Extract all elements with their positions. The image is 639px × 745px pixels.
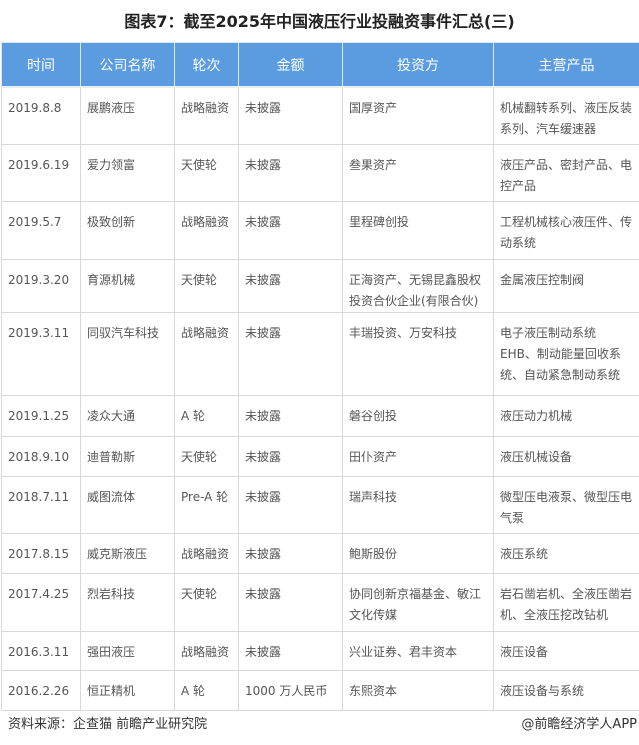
table-cell: 未披露 (238, 435, 343, 477)
table-cell: 2016.3.11 (1, 630, 81, 671)
table-cell: 未披露 (238, 532, 343, 574)
table-cell: 2016.2.26 (1, 669, 81, 711)
table-row: 2019.3.20 育源机械 天使轮 未披露 正海资产、无锡昆鑫股权投资合伙企业(有限合… (1, 258, 639, 313)
table-cell: 战略融资 (174, 311, 239, 396)
table-cell: 天使轮 (174, 572, 239, 632)
table-cell: 未披露 (238, 394, 343, 437)
table-cell: 2019.3.20 (1, 258, 81, 313)
table-cell: 战略融资 (174, 532, 239, 574)
table-cell: 工程机械核心液压件、传动系统 (493, 200, 639, 260)
table-cell: 2017.4.25 (1, 572, 81, 632)
table-cell: A 轮 (174, 394, 239, 437)
table-cell: 2017.8.15 (1, 532, 81, 574)
table-cell: 磐谷创投 (342, 394, 494, 437)
table-cell: 迪普勒斯 (80, 435, 175, 477)
table-row: 2019.8.8 展鹏液压 战略融资 未披露 国厚资产 机械翻转系列、液压反装系列、汽车缓… (1, 86, 639, 145)
column-header: 投资方 (342, 42, 494, 88)
financing-table: 时间 公司名称 轮次 金额 投资方 主营产品 2019.8.8 展鹏液压 战略融资 未披露 国厚资… (1, 42, 639, 711)
table-cell: 国厚资产 (342, 86, 494, 145)
table-cell: A 轮 (174, 669, 239, 711)
table-row: 2016.3.11 强田液压 战略融资 未披露 兴业证券、君丰资本 液压设备 (1, 630, 639, 671)
table-cell: 鲍斯股份 (342, 532, 494, 574)
table-cell: 威克斯液压 (80, 532, 175, 574)
column-header: 公司名称 (80, 42, 175, 88)
table-cell: 强田液压 (80, 630, 175, 671)
table-cell: 瑞声科技 (342, 475, 494, 534)
table-cell: 液压设备与系统 (493, 669, 639, 711)
table-cell: 未披露 (238, 572, 343, 632)
table-cell: 未披露 (238, 630, 343, 671)
table-cell: 未披露 (238, 475, 343, 534)
table-cell: 液压产品、密封产品、电控产品 (493, 143, 639, 202)
table-cell: 机械翻转系列、液压反装系列、汽车缓速器 (493, 86, 639, 145)
table-cell: 2019.8.8 (1, 86, 81, 145)
table-cell: 液压系统 (493, 532, 639, 574)
table-cell: 同驭汽车科技 (80, 311, 175, 396)
table-cell: 东熙资本 (342, 669, 494, 711)
table-cell: 2019.6.19 (1, 143, 81, 202)
table-cell: 育源机械 (80, 258, 175, 313)
table-cell: 未披露 (238, 311, 343, 396)
table-cell: 威图流体 (80, 475, 175, 534)
table-row: 2017.4.25 烈岩科技 天使轮 未披露 协同创新京福基金、敏江文化传媒 岩石凿岩机、… (1, 572, 639, 632)
table-row: 2016.2.26 恒正精机 A 轮 1000 万人民币 东熙资本 液压设备与系统 (1, 669, 639, 711)
table-cell: 2018.7.11 (1, 475, 81, 534)
column-header: 时间 (1, 42, 81, 88)
table-cell: 未披露 (238, 258, 343, 313)
table-cell: 未披露 (238, 143, 343, 202)
table-cell: 1000 万人民币 (238, 669, 343, 711)
table-cell: 天使轮 (174, 435, 239, 477)
table-row: 2019.5.7 极致创新 战略融资 未披露 里程碑创投 工程机械核心液压件、传动系统 (1, 200, 639, 260)
table-cell: 电子液压制动系统 EHB、制动能量回收系统、自动紧急制动系统 (493, 311, 639, 396)
table-cell: 未披露 (238, 200, 343, 260)
table-header-row: 时间 公司名称 轮次 金额 投资方 主营产品 (1, 42, 639, 88)
column-header: 金额 (238, 42, 343, 88)
table-cell: 2019.5.7 (1, 200, 81, 260)
table-cell: 天使轮 (174, 143, 239, 202)
table-cell: 展鹏液压 (80, 86, 175, 145)
table-cell: 岩石凿岩机、全液压凿岩机、全液压挖改钻机 (493, 572, 639, 632)
table-cell: 叁果资产 (342, 143, 494, 202)
table-row: 2019.6.19 爱力领富 天使轮 未披露 叁果资产 液压产品、密封产品、电控产品 (1, 143, 639, 202)
table-cell: 里程碑创投 (342, 200, 494, 260)
table-cell: Pre-A 轮 (174, 475, 239, 534)
table-cell: 恒正精机 (80, 669, 175, 711)
table-cell: 协同创新京福基金、敏江文化传媒 (342, 572, 494, 632)
table-cell: 战略融资 (174, 630, 239, 671)
table-cell: 2019.3.11 (1, 311, 81, 396)
table-cell: 正海资产、无锡昆鑫股权投资合伙企业(有限合伙) (342, 258, 494, 313)
table-row: 2018.7.11 威图流体 Pre-A 轮未披露 瑞声科技 微型压电液泵、微型压电气泵 (1, 475, 639, 534)
table-cell: 金属液压控制阀 (493, 258, 639, 313)
source-note: 资料来源：企查猫 前瞻产业研究院 (8, 717, 208, 732)
table-cell: 丰瑞投资、万安科技 (342, 311, 494, 396)
table-cell: 烈岩科技 (80, 572, 175, 632)
brand-credit: @前瞻经济学人APP (521, 717, 637, 732)
table-cell: 田仆资产 (342, 435, 494, 477)
table-cell: 2019.1.25 (1, 394, 81, 437)
table-cell: 液压动力机械 (493, 394, 639, 437)
table-cell: 战略融资 (174, 200, 239, 260)
table-cell: 2018.9.10 (1, 435, 81, 477)
table-cell: 爱力领富 (80, 143, 175, 202)
table-cell: 战略融资 (174, 86, 239, 145)
table-cell: 天使轮 (174, 258, 239, 313)
table-cell: 极致创新 (80, 200, 175, 260)
page-title: 图表7：截至2025年中国液压行业投融资事件汇总(三) (124, 12, 515, 31)
table-cell: 微型压电液泵、微型压电气泵 (493, 475, 639, 534)
table-cell: 液压设备 (493, 630, 639, 671)
column-header: 轮次 (174, 42, 239, 88)
table-cell: 凌众大通 (80, 394, 175, 437)
table-cell: 兴业证券、君丰资本 (342, 630, 494, 671)
table-row: 2019.3.11 同驭汽车科技 战略融资 未披露 丰瑞投资、万安科技 电子液压制动系统 … (1, 311, 639, 396)
table-row: 2018.9.10 迪普勒斯 天使轮 未披露 田仆资产 液压机械设备 (1, 435, 639, 477)
table-cell: 未披露 (238, 86, 343, 145)
table-cell: 液压机械设备 (493, 435, 639, 477)
column-header: 主营产品 (493, 42, 639, 88)
table-row: 2017.8.15 威克斯液压 战略融资 未披露 鲍斯股份 液压系统 (1, 532, 639, 574)
table-row: 2019.1.25 凌众大通 A 轮未披露 磐谷创投 液压动力机械 (1, 394, 639, 437)
